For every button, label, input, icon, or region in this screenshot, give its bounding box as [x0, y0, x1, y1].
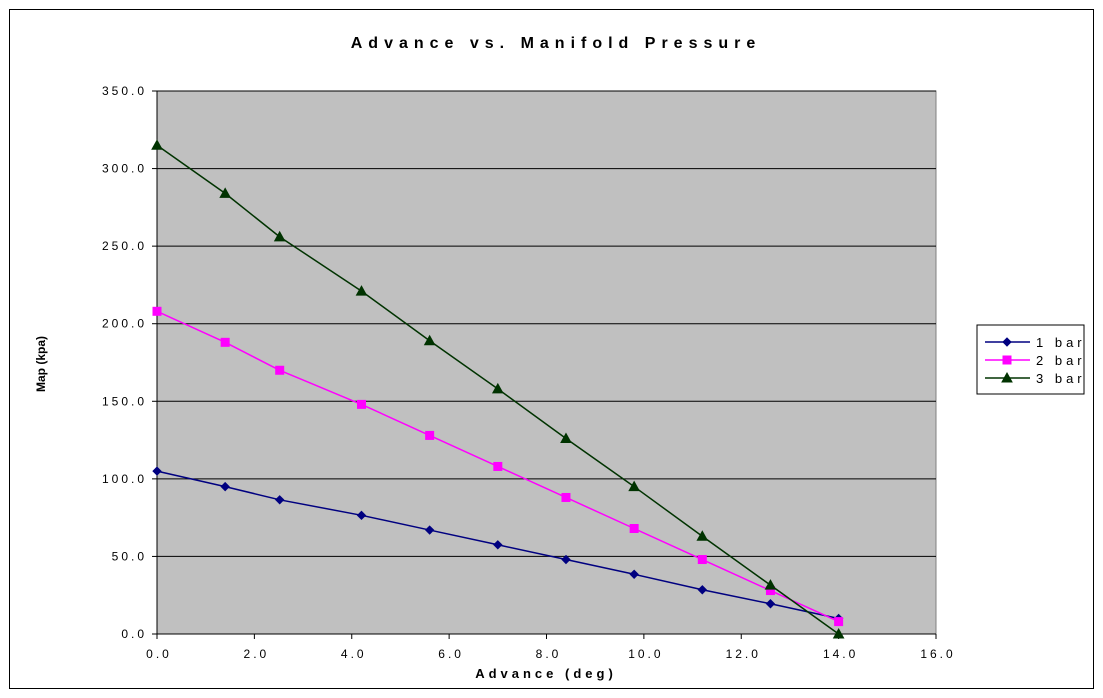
legend-label: 2 bar [1036, 353, 1086, 368]
data-point [275, 365, 285, 375]
y-tick-label: 300.0 [102, 162, 147, 176]
x-axis-label: Advance (deg) [475, 666, 617, 681]
data-point [560, 432, 572, 444]
legend-swatch-marker [1002, 355, 1012, 365]
data-point [629, 569, 639, 579]
series-2 [152, 306, 844, 627]
data-point [834, 617, 844, 627]
data-point [628, 480, 640, 492]
y-tick-label: 50.0 [112, 549, 147, 563]
data-point [152, 466, 162, 476]
chart-title: Advance vs. Manifold Pressure [351, 35, 762, 52]
series-3 [151, 139, 845, 639]
data-point [151, 139, 163, 150]
x-tick-label: 10.0 [628, 647, 663, 661]
data-point [152, 306, 162, 316]
data-point [355, 285, 368, 296]
data-point [561, 554, 571, 565]
x-tick-label: 12.0 [726, 647, 761, 661]
data-point [561, 492, 571, 502]
data-point [493, 540, 503, 550]
x-tick-label: 4.0 [341, 647, 367, 661]
legend-item-1: 1 bar [985, 335, 1086, 350]
data-point [220, 481, 230, 492]
data-point [491, 382, 504, 394]
legend-label: 1 bar [1036, 335, 1086, 350]
y-axis-label: Map (kpa) [34, 336, 48, 392]
data-point [356, 399, 366, 409]
data-point [493, 461, 503, 471]
data-point [697, 585, 708, 595]
data-point [697, 555, 707, 565]
y-tick-label: 350.0 [102, 84, 147, 98]
data-point [696, 530, 709, 541]
data-point [764, 579, 777, 590]
x-tick-label: 0.0 [146, 647, 172, 661]
chart-frame: Advance vs. Manifold Pressure 0.0 50.0 100… [9, 9, 1094, 689]
tick-labels: 0.0 50.0 100.0 150.0 200.0 250.0 300.0 350.0 0.0… [102, 84, 955, 661]
axes [152, 90, 937, 639]
chart-svg: Advance vs. Manifold Pressure 0.0 50.0 100… [34, 35, 1086, 681]
x-tick-label: 16.0 [920, 647, 955, 661]
data-point [219, 187, 232, 198]
plot-area [156, 90, 937, 635]
legend-swatch-marker [1002, 337, 1012, 347]
grid-lines [157, 90, 936, 557]
data-point [273, 230, 286, 242]
y-tick-label: 250.0 [102, 239, 147, 253]
y-tick-label: 0.0 [121, 627, 147, 641]
y-tick-label: 200.0 [102, 317, 147, 331]
series [151, 139, 845, 639]
data-point [425, 430, 435, 440]
legend: 1 bar 2 bar 3 bar [976, 324, 1086, 395]
legend-item-2: 2 bar [985, 353, 1086, 368]
data-point [274, 495, 285, 505]
data-point [220, 337, 230, 347]
data-point [423, 334, 436, 346]
data-point [629, 524, 639, 534]
legend-swatch-marker [1001, 371, 1013, 383]
legend-label: 3 bar [1036, 371, 1086, 386]
data-point [832, 627, 845, 639]
y-tick-label: 100.0 [102, 472, 147, 486]
x-tick-label: 8.0 [536, 647, 562, 661]
x-tick-label: 2.0 [244, 647, 270, 661]
data-point [765, 599, 776, 609]
y-tick-label: 150.0 [102, 394, 147, 408]
x-tick-label: 14.0 [823, 647, 858, 661]
data-point [424, 525, 435, 535]
x-tick-label: 6.0 [438, 647, 464, 661]
data-point [356, 510, 367, 521]
legend-item-3: 3 bar [985, 371, 1086, 386]
